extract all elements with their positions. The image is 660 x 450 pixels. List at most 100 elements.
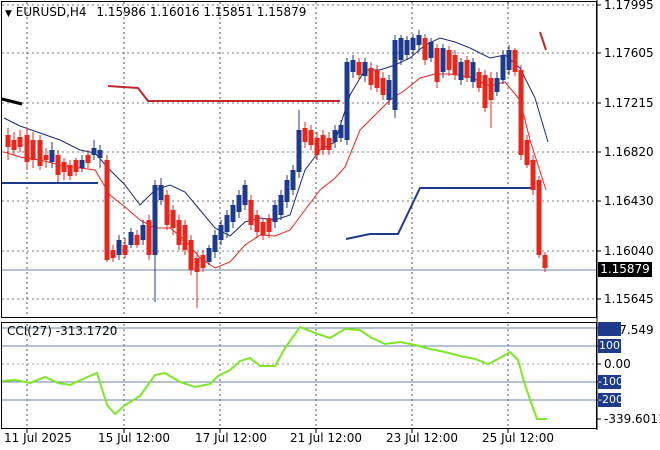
support-line (345, 187, 532, 240)
candle-body (320, 135, 326, 150)
candle-body (134, 235, 140, 245)
candle (362, 58, 368, 82)
candle-body (536, 180, 542, 255)
candle (97, 145, 103, 168)
candle (428, 38, 434, 62)
candle (266, 214, 272, 238)
candle-body (236, 195, 242, 212)
candle (290, 165, 296, 195)
price-label: 1.16820 (604, 145, 654, 159)
candle (61, 158, 67, 180)
candle-body (11, 140, 17, 150)
candle-body (488, 78, 494, 100)
candle (308, 125, 314, 150)
candle (326, 132, 332, 155)
candle-body (242, 185, 248, 205)
candle-body (482, 75, 488, 108)
candle (128, 228, 134, 248)
candle-body (296, 130, 302, 172)
candle-body (140, 225, 146, 240)
candle-body (266, 218, 272, 232)
candle-body (308, 130, 314, 145)
time-label: 25 Jul 12:00 (482, 431, 554, 445)
candle-body (128, 232, 134, 245)
price-label: 1.15645 (604, 292, 654, 306)
candle (260, 218, 266, 240)
candle (43, 148, 49, 168)
candle-body (212, 235, 218, 252)
candle (398, 35, 404, 65)
candle (374, 65, 380, 92)
price-label: 1.17215 (604, 96, 654, 110)
candle-body (164, 195, 170, 225)
cci-level-badge: -100 (598, 375, 623, 389)
candle (164, 190, 170, 230)
candle (380, 72, 386, 100)
candle-body (446, 50, 452, 70)
candle (440, 44, 446, 78)
candle-body (67, 165, 73, 176)
candle (368, 62, 374, 90)
candle (302, 122, 308, 148)
candle-body (476, 72, 482, 88)
candle (67, 160, 73, 180)
candle (85, 150, 91, 168)
candle-body (206, 248, 212, 262)
candle-body (230, 205, 236, 222)
candle-body (91, 148, 97, 155)
candle-body (368, 68, 374, 85)
candle-body (524, 140, 530, 165)
candle-body (110, 250, 116, 258)
candle-body (104, 160, 110, 260)
candle (536, 176, 542, 258)
cci-level-badge: -200 (598, 393, 623, 407)
candle (452, 50, 458, 80)
candle-body (416, 35, 422, 45)
candle-body (55, 155, 61, 175)
candle (332, 125, 338, 148)
candle (410, 34, 416, 55)
candle (224, 210, 230, 238)
candle (236, 190, 242, 218)
candle-body (422, 38, 428, 60)
candle-body (518, 70, 524, 155)
candle-body (85, 155, 91, 163)
candle (170, 205, 176, 235)
time-label: 17 Jul 12:00 (195, 431, 267, 445)
candle (518, 65, 524, 160)
cci-levels (2, 327, 596, 401)
current-price-badge: 1.15879 (598, 262, 652, 277)
candle-body (97, 150, 103, 158)
candle-body (356, 62, 362, 75)
candle-body (254, 215, 260, 232)
candle (356, 58, 362, 80)
candle (416, 30, 422, 52)
candle-body (73, 160, 79, 172)
price-label: 1.17605 (604, 46, 654, 60)
candle-body (116, 240, 122, 255)
candle-body (500, 55, 506, 80)
candle (464, 56, 470, 82)
candle-body (428, 42, 434, 58)
candle (272, 200, 278, 228)
collapse-arrow-icon[interactable]: ▼ (5, 9, 12, 19)
candle-body (332, 130, 338, 142)
candle-body (344, 62, 350, 140)
candle (11, 132, 17, 155)
candle-body (194, 258, 200, 272)
price-label: 1.16040 (604, 244, 654, 258)
price-label: 1.17995 (604, 0, 654, 12)
candle (110, 245, 116, 262)
candle (158, 178, 164, 205)
candle (188, 235, 194, 275)
candle-body (434, 48, 440, 82)
candle (392, 35, 398, 118)
candle-body (530, 160, 536, 190)
candle-body (392, 40, 398, 110)
candle-body (49, 150, 55, 162)
candle (248, 195, 254, 230)
candle (530, 155, 536, 195)
candle (476, 68, 482, 92)
candle (152, 180, 158, 302)
